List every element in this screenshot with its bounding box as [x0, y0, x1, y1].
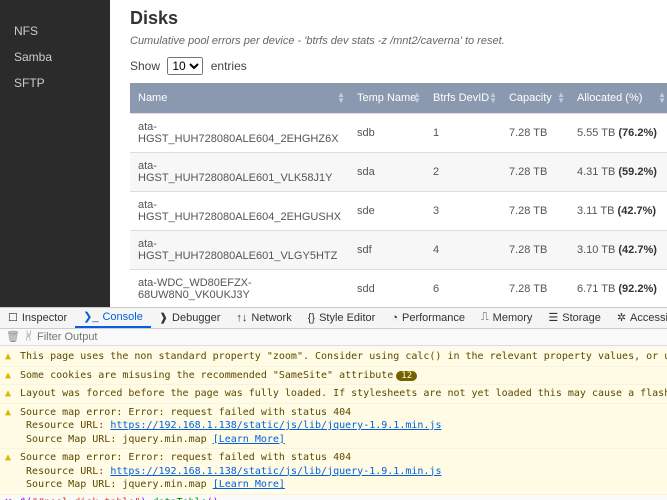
cell-allocated: 6.71 TB (92.2%) — [569, 270, 667, 308]
devtools-tabs: ☐Inspector ❯_Console ❱Debugger ↑↓Network… — [0, 308, 667, 329]
cell-temp: sde — [349, 192, 425, 231]
console-output: ▲This page uses the non standard propert… — [0, 346, 667, 500]
console-icon: ❯_ — [83, 310, 98, 323]
cell-name: ata-HGST_HUH728080ALE604_2EHGUSHX — [130, 192, 349, 231]
performance-icon: ◔ — [391, 312, 398, 324]
col-name[interactable]: Name▲▼ — [130, 83, 349, 114]
cell-allocated: 5.55 TB (76.2%) — [569, 114, 667, 153]
disks-table: Name▲▼ Temp Name▲▼ Btrfs DevID▲▼ Capacit… — [130, 83, 667, 307]
cell-capacity: 7.28 TB — [501, 114, 569, 153]
cell-name: ata-HGST_HUH728080ALE604_2EHGHZ6X — [130, 114, 349, 153]
learn-more-link[interactable]: [Learn More] — [213, 479, 285, 490]
sidebar-item-unknown[interactable] — [0, 6, 110, 18]
cell-name: ata-WDC_WD80EFZX-68UW8N0_VK0UKJ3Y — [130, 270, 349, 308]
devtools-panel: ☐Inspector ❯_Console ❱Debugger ↑↓Network… — [0, 307, 667, 500]
cell-devid: 4 — [425, 231, 501, 270]
tab-style-editor[interactable]: {}Style Editor — [300, 308, 384, 328]
trash-icon[interactable]: 🗑 — [6, 330, 20, 343]
count-badge: 12 — [396, 371, 417, 381]
tab-inspector[interactable]: ☐Inspector — [0, 308, 75, 328]
sidebar-item-nfs[interactable]: NFS — [0, 18, 110, 44]
console-input-echo: ≫$("#pool-disk-table").dataTable() — [0, 495, 667, 500]
cell-allocated: 3.10 TB (42.7%) — [569, 231, 667, 270]
tab-performance[interactable]: ◔Performance — [383, 308, 473, 328]
sidebar-item-samba[interactable]: Samba — [0, 44, 110, 70]
cell-allocated: 4.31 TB (59.2%) — [569, 153, 667, 192]
accessibility-icon: ✲ — [617, 311, 626, 324]
console-filter-row: 🗑 ⩈ — [0, 329, 667, 346]
cell-allocated: 3.11 TB (42.7%) — [569, 192, 667, 231]
inspector-icon: ☐ — [8, 311, 18, 324]
sidebar-item-sftp[interactable]: SFTP — [0, 70, 110, 96]
cell-temp: sdd — [349, 270, 425, 308]
filter-icon[interactable]: ⩈ — [26, 330, 31, 343]
memory-icon: ⎍ — [481, 311, 489, 324]
cell-capacity: 7.28 TB — [501, 192, 569, 231]
tab-memory[interactable]: ⎍Memory — [473, 308, 540, 328]
cell-temp: sdf — [349, 231, 425, 270]
console-warning: ▲Source map error: Error: request failed… — [0, 449, 667, 495]
debugger-icon: ❱ — [159, 311, 168, 324]
cell-temp: sda — [349, 153, 425, 192]
cell-devid: 1 — [425, 114, 501, 153]
tab-console[interactable]: ❯_Console — [75, 308, 151, 328]
cell-capacity: 7.28 TB — [501, 270, 569, 308]
resource-link[interactable]: https://192.168.1.138/static/js/lib/jque… — [110, 466, 441, 477]
main-content: Disks Cumulative pool errors per device … — [110, 0, 667, 307]
cell-name: ata-HGST_HUH728080ALE601_VLK58J1Y — [130, 153, 349, 192]
show-prefix: Show — [130, 59, 160, 73]
storage-icon: ☰ — [548, 311, 558, 324]
table-row: ata-HGST_HUH728080ALE601_VLK58J1Ysda27.2… — [130, 153, 667, 192]
table-row: ata-HGST_HUH728080ALE604_2EHGUSHXsde37.2… — [130, 192, 667, 231]
console-warning: ▲Layout was forced before the page was f… — [0, 385, 667, 404]
sidebar: NFS Samba SFTP — [0, 0, 110, 307]
style-icon: {} — [308, 312, 315, 324]
warning-icon: ▲ — [5, 350, 11, 364]
table-row: ata-HGST_HUH728080ALE601_VLGY5HTZsdf47.2… — [130, 231, 667, 270]
cell-devid: 6 — [425, 270, 501, 308]
col-capacity[interactable]: Capacity▲▼ — [501, 83, 569, 114]
show-suffix: entries — [211, 59, 247, 73]
warning-icon: ▲ — [5, 369, 11, 383]
col-devid[interactable]: Btrfs DevID▲▼ — [425, 83, 501, 114]
table-row: ata-HGST_HUH728080ALE604_2EHGHZ6Xsdb17.2… — [130, 114, 667, 153]
entries-select[interactable]: 10 — [167, 57, 203, 75]
console-warning: ▲Source map error: Error: request failed… — [0, 404, 667, 450]
warning-icon: ▲ — [5, 451, 11, 465]
cell-temp: sdb — [349, 114, 425, 153]
page-subtitle: Cumulative pool errors per device - 'btr… — [130, 35, 667, 47]
console-warning: ▲This page uses the non standard propert… — [0, 348, 667, 367]
cell-name: ata-HGST_HUH728080ALE601_VLGY5HTZ — [130, 231, 349, 270]
col-temp[interactable]: Temp Name▲▼ — [349, 83, 425, 114]
warning-icon: ▲ — [5, 406, 11, 420]
warning-icon: ▲ — [5, 387, 11, 401]
filter-input[interactable] — [37, 331, 661, 343]
table-row: ata-WDC_WD80EFZX-68UW8N0_VK0UKJ3Ysdd67.2… — [130, 270, 667, 308]
tab-network[interactable]: ↑↓Network — [228, 308, 299, 328]
cell-capacity: 7.28 TB — [501, 153, 569, 192]
cell-devid: 2 — [425, 153, 501, 192]
tab-storage[interactable]: ☰Storage — [540, 308, 608, 328]
length-control: Show 10 entries — [130, 57, 667, 75]
network-icon: ↑↓ — [236, 312, 247, 324]
col-allocated[interactable]: Allocated (%)▲▼ — [569, 83, 667, 114]
page-title: Disks — [130, 8, 667, 29]
cell-capacity: 7.28 TB — [501, 231, 569, 270]
tab-accessibility[interactable]: ✲Accessibility — [609, 308, 667, 328]
console-warning: ▲Some cookies are misusing the recommend… — [0, 367, 667, 386]
input-chevron-icon: ≫ — [5, 497, 15, 500]
cell-devid: 3 — [425, 192, 501, 231]
learn-more-link[interactable]: [Learn More] — [213, 434, 285, 445]
tab-debugger[interactable]: ❱Debugger — [151, 308, 229, 328]
resource-link[interactable]: https://192.168.1.138/static/js/lib/jque… — [110, 420, 441, 431]
